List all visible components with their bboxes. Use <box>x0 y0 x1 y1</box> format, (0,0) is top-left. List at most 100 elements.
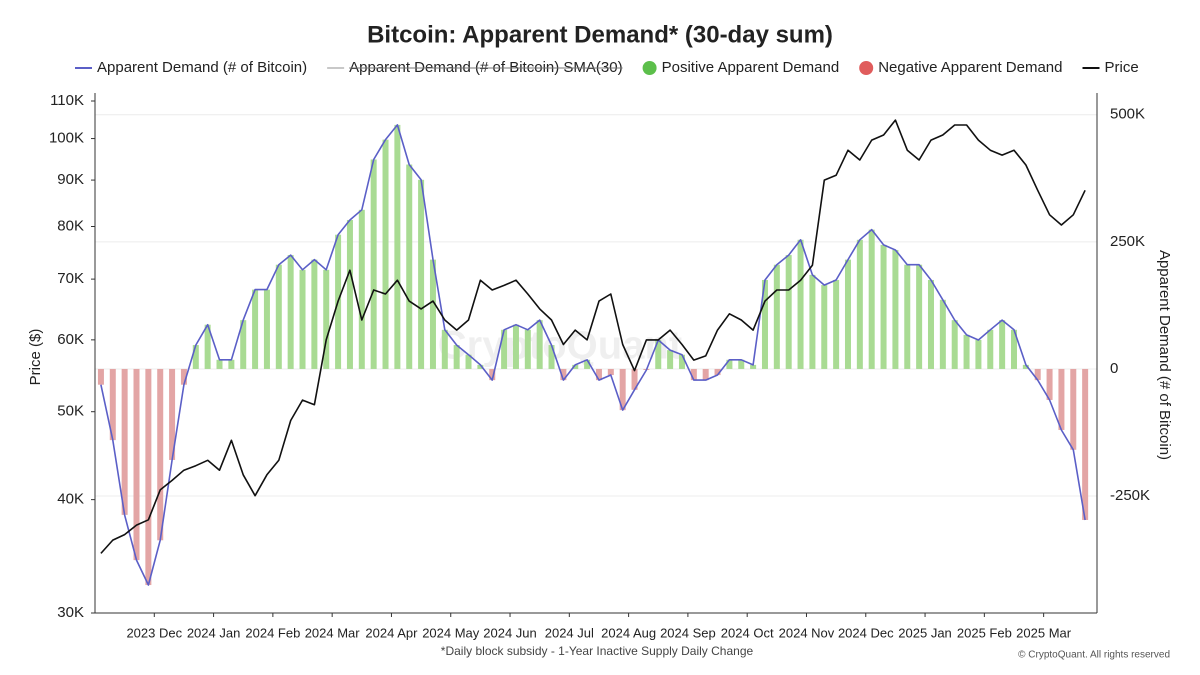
demand-bar <box>963 334 970 369</box>
y-axis-label: Price ($) <box>27 329 44 386</box>
x-tick-label: 2024 Nov <box>779 625 835 640</box>
demand-bar <box>927 279 934 369</box>
demand-bar <box>263 289 270 369</box>
demand-bar <box>429 259 436 369</box>
legend-swatch <box>859 61 874 75</box>
x-tick-label: 2025 Jan <box>898 625 952 640</box>
demand-bar <box>346 219 353 369</box>
demand-bar <box>1034 368 1041 381</box>
demand-bar <box>252 289 259 369</box>
demand-bar <box>157 368 164 541</box>
y-tick-label: 40K <box>57 491 84 508</box>
demand-bar <box>821 285 828 369</box>
demand-bar <box>773 264 780 369</box>
demand-bar <box>678 354 685 369</box>
x-tick-label: 2024 Mar <box>305 625 361 640</box>
y2-tick-label: 0 <box>1110 360 1118 377</box>
demand-bar <box>180 368 187 385</box>
demand-bar <box>785 255 792 369</box>
legend-label: Apparent Demand (# of Bitcoin) SMA(30) <box>349 59 622 76</box>
x-tick-label: 2024 Apr <box>365 625 418 640</box>
demand-bar <box>548 345 555 369</box>
demand-bar <box>999 320 1006 369</box>
x-tick-label: 2024 Aug <box>601 625 656 640</box>
chart-title: Bitcoin: Apparent Demand* (30-day sum) <box>367 21 833 48</box>
demand-bar <box>1058 368 1065 430</box>
demand-bar <box>358 209 365 369</box>
demand-bar <box>323 269 330 369</box>
demand-bar <box>975 339 982 369</box>
demand-bar <box>299 269 306 369</box>
x-tick-label: 2024 May <box>422 625 480 640</box>
x-tick-label: 2024 Feb <box>245 625 300 640</box>
demand-bar <box>560 368 567 381</box>
y-tick-label: 70K <box>57 270 84 287</box>
demand-bar <box>287 255 294 369</box>
demand-bar <box>169 368 176 460</box>
demand-bar <box>216 359 223 369</box>
demand-bar <box>109 368 116 441</box>
demand-bar <box>880 244 887 369</box>
demand-bar <box>133 368 140 561</box>
x-tick-label: 2024 Sep <box>660 625 716 640</box>
x-tick-label: 2025 Feb <box>957 625 1012 640</box>
x-tick-label: 2025 Mar <box>1016 625 1072 640</box>
demand-bar <box>631 368 638 390</box>
y-tick-label: 80K <box>57 217 84 234</box>
demand-bar <box>512 324 519 369</box>
demand-bar <box>667 350 674 369</box>
demand-bar <box>572 364 579 369</box>
demand-bar <box>501 329 508 369</box>
demand-bar <box>370 159 377 369</box>
y-tick-label: 60K <box>57 331 84 348</box>
demand-bar <box>916 264 923 369</box>
legend-swatch <box>642 61 657 75</box>
series-line <box>100 124 1086 586</box>
y2-tick-label: 250K <box>1110 233 1145 250</box>
demand-bar <box>204 324 211 369</box>
y-tick-label: 100K <box>49 130 84 147</box>
demand-bar <box>418 179 425 369</box>
demand-bar <box>797 239 804 369</box>
y2-tick-label: 500K <box>1110 106 1145 123</box>
legend: Apparent Demand (# of Bitcoin) Apparent D… <box>75 59 1139 76</box>
demand-bar <box>228 359 235 369</box>
demand-bar <box>844 259 851 369</box>
demand-bar <box>619 368 626 411</box>
demand-bar <box>738 359 745 369</box>
demand-bar <box>441 329 448 369</box>
demand-bar <box>524 329 531 369</box>
y-tick-label: 30K <box>57 604 84 621</box>
y-tick-label: 110K <box>50 92 84 109</box>
demand-bar <box>892 249 899 369</box>
demand-bar <box>275 264 282 369</box>
demand-bar <box>702 368 709 381</box>
legend-label: Positive Apparent Demand <box>662 59 840 76</box>
demand-bar <box>951 320 958 369</box>
demand-bar <box>595 368 602 381</box>
x-tick-label: 2024 Jan <box>187 625 241 640</box>
demand-bar <box>714 368 721 376</box>
x-tick-label: 2023 Dec <box>126 625 182 640</box>
demand-bar <box>453 345 460 369</box>
demand-bar <box>382 139 389 369</box>
demand-bar <box>1046 368 1053 400</box>
demand-bar <box>121 368 128 515</box>
x-tick-label: 2024 Jun <box>483 625 537 640</box>
demand-bar <box>311 259 318 369</box>
demand-bar <box>584 359 591 369</box>
demand-bar <box>536 320 543 369</box>
demand-bar <box>394 124 401 369</box>
demand-bar <box>465 354 472 369</box>
demand-bar <box>856 239 863 369</box>
demand-bar <box>904 264 911 369</box>
demand-bar <box>489 368 496 381</box>
demand-bar <box>192 345 199 369</box>
demand-bar <box>607 368 614 376</box>
footnote: *Daily block subsidy - 1-Year Inactive S… <box>441 644 754 658</box>
demand-bar <box>145 368 152 586</box>
demand-bar <box>240 320 247 369</box>
demand-bar <box>406 164 413 369</box>
series-line <box>100 119 1086 554</box>
